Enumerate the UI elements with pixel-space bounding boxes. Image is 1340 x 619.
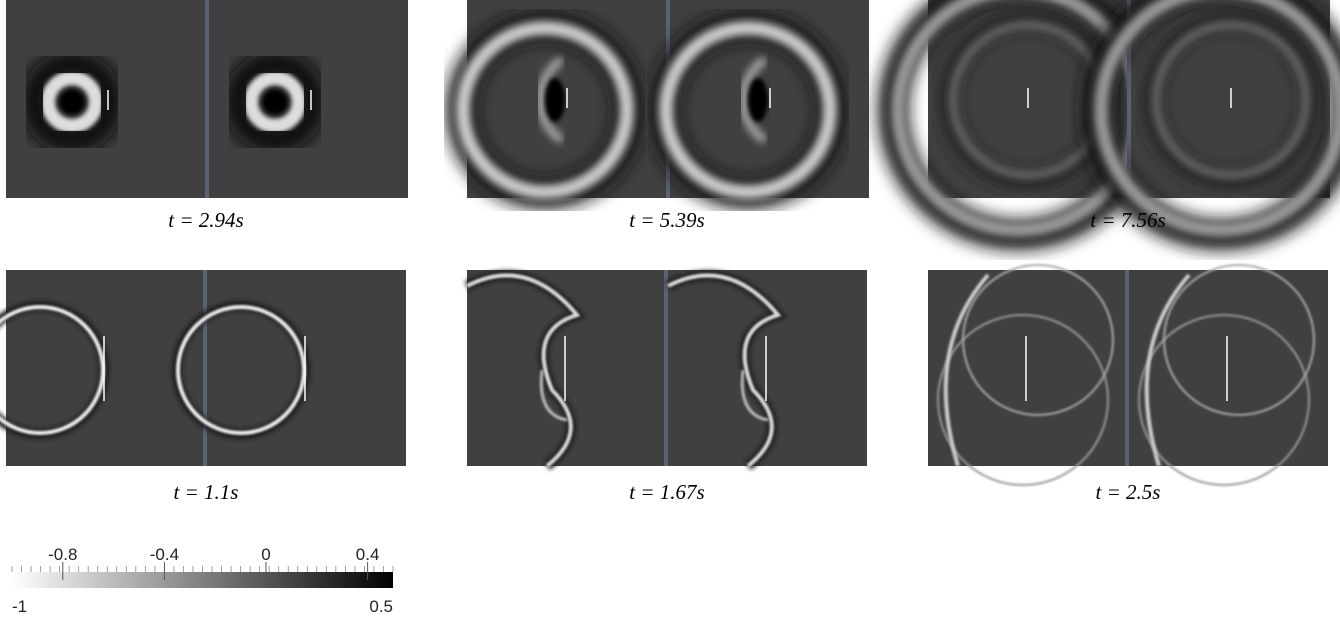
panel [893, 0, 1340, 235]
colorbar: -1 0.5 -0.8 -0.4 0 0.4 [11, 545, 394, 616]
caption: t = 5.39s [629, 208, 704, 232]
caption: t = 1.1s [174, 480, 239, 504]
caption: t = 1.67s [629, 480, 704, 504]
colorbar-max: 0.5 [369, 597, 393, 616]
panel [928, 265, 1328, 485]
tick-label: 0.4 [356, 545, 380, 564]
panel [467, 270, 867, 466]
caption: t = 2.5s [1096, 480, 1161, 504]
tick-label: -0.4 [150, 545, 179, 564]
colorbar-gradient [12, 572, 393, 588]
tick-label: 0 [261, 545, 270, 564]
panel [6, 0, 408, 198]
tick-label: -0.8 [48, 545, 77, 564]
caption: t = 2.94s [168, 208, 243, 232]
panel [461, 0, 869, 198]
caption: t = 7.56s [1090, 208, 1165, 232]
panel [0, 270, 406, 466]
colorbar-min: -1 [12, 597, 27, 616]
